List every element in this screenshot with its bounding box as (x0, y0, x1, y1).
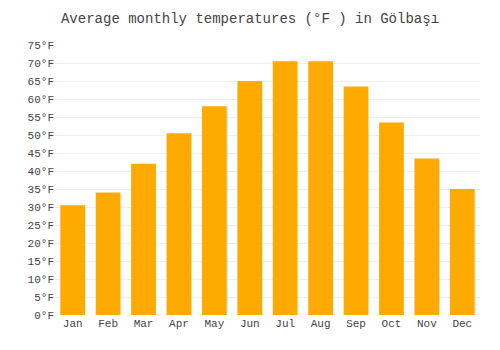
svg-text:25°F: 25°F (28, 220, 54, 232)
svg-text:Dec: Dec (452, 318, 472, 330)
svg-text:Nov: Nov (417, 318, 437, 330)
svg-text:75°F: 75°F (28, 40, 54, 52)
svg-text:Average monthly temperatures (: Average monthly temperatures (°F ) in Gö… (61, 11, 439, 27)
svg-text:Aug: Aug (311, 318, 331, 330)
svg-text:Sep: Sep (346, 318, 366, 330)
svg-text:40°F: 40°F (28, 166, 54, 178)
svg-text:Jul: Jul (275, 318, 295, 330)
svg-text:5°F: 5°F (34, 292, 54, 304)
svg-text:50°F: 50°F (28, 130, 54, 142)
svg-text:May: May (204, 318, 224, 330)
svg-text:30°F: 30°F (28, 202, 54, 214)
svg-text:Apr: Apr (169, 318, 189, 330)
svg-text:Jun: Jun (240, 318, 260, 330)
svg-text:15°F: 15°F (28, 256, 54, 268)
svg-text:Oct: Oct (382, 318, 402, 330)
svg-text:Mar: Mar (134, 318, 154, 330)
svg-text:55°F: 55°F (28, 112, 54, 124)
svg-text:Jan: Jan (63, 318, 83, 330)
svg-text:70°F: 70°F (28, 58, 54, 70)
svg-text:10°F: 10°F (28, 274, 54, 286)
svg-text:45°F: 45°F (28, 148, 54, 160)
svg-text:Feb: Feb (98, 318, 118, 330)
svg-text:35°F: 35°F (28, 184, 54, 196)
svg-text:20°F: 20°F (28, 238, 54, 250)
svg-text:0°F: 0°F (34, 310, 54, 322)
svg-text:65°F: 65°F (28, 76, 54, 88)
svg-text:60°F: 60°F (28, 94, 54, 106)
